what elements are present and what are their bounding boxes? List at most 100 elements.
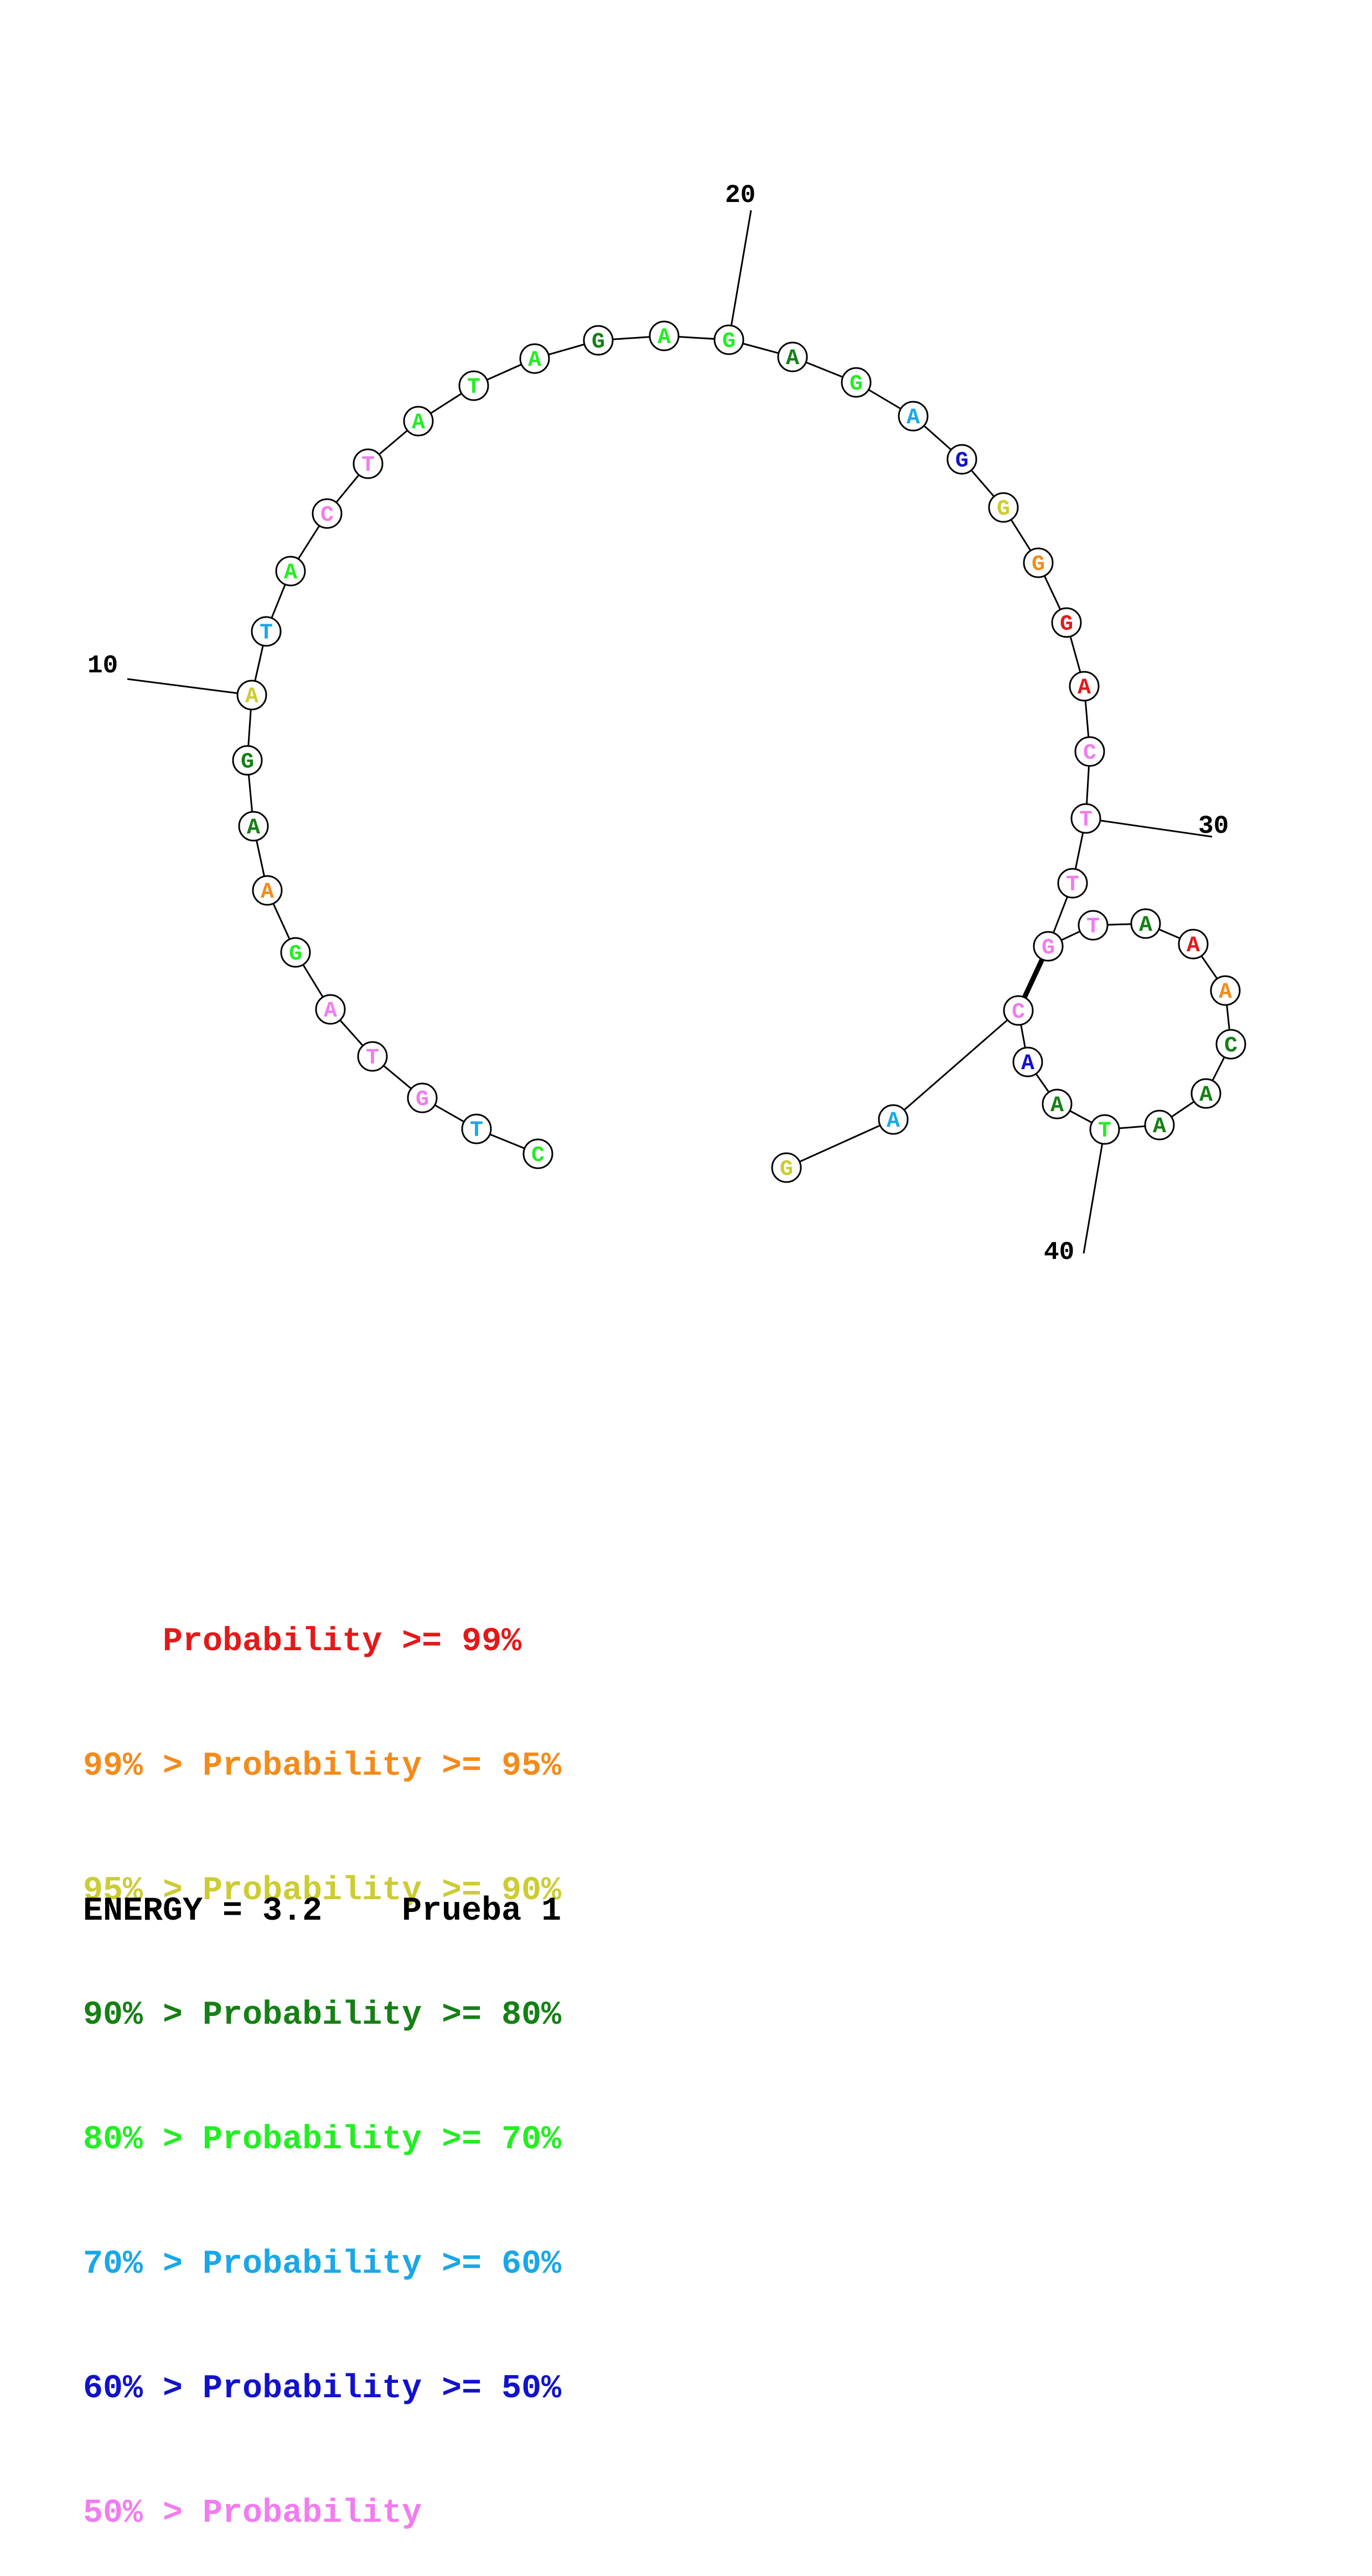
nucleotide-base: A <box>245 685 258 709</box>
nucleotide-base: A <box>1050 1093 1064 1118</box>
nucleotide-45: G <box>771 1152 802 1183</box>
nucleotide-circle <box>1070 803 1101 834</box>
nucleotide-base: A <box>1139 913 1152 938</box>
legend-row-95: 99% > Probability >= 95% <box>83 1746 561 1787</box>
nucleotide-circle <box>407 1082 438 1113</box>
nucleotide-circle <box>777 341 808 372</box>
nucleotide-circle <box>1003 995 1034 1026</box>
nucleotide-34: A <box>1130 908 1161 939</box>
nucleotide-33: T <box>1078 910 1109 941</box>
structure-name: Prueba 1 <box>402 1893 562 1930</box>
nucleotide-30: T <box>1070 803 1101 834</box>
nucleotide-4: T <box>357 1041 388 1072</box>
number-tick-40 <box>1083 1129 1106 1254</box>
legend-text: Probability >= 50% <box>203 2370 562 2408</box>
number-tick-30 <box>1085 817 1213 838</box>
nucleotide-base: A <box>528 348 541 373</box>
nucleotide-16: T <box>458 370 489 401</box>
legend-prefix: 50% > <box>83 2495 203 2532</box>
nucleotide-circle <box>1042 1089 1073 1119</box>
nucleotide-circle <box>1144 1110 1175 1141</box>
nucleotide-circle <box>713 324 744 355</box>
nucleotide-base: T <box>1066 873 1079 898</box>
nucleotide-base: A <box>907 406 920 431</box>
nucleotide-base: A <box>1219 980 1232 1005</box>
nucleotide-circle <box>252 875 283 906</box>
number-tick-10 <box>127 678 252 696</box>
nucleotide-base: G <box>1032 552 1045 577</box>
nucleotide-circle <box>353 448 384 479</box>
nucleotide-14: T <box>353 448 384 479</box>
nucleotide-base: C <box>320 503 334 528</box>
nucleotide-base: A <box>284 561 297 585</box>
nucleotide-base: G <box>722 329 736 354</box>
legend-row-99: Probability >= 99% <box>83 1621 561 1663</box>
nucleotide-36: A <box>1210 975 1241 1006</box>
nucleotide-43: C <box>1003 995 1034 1026</box>
nucleotide-base: A <box>887 1109 900 1134</box>
nucleotide-circle <box>275 556 306 587</box>
backbone-bond <box>893 1009 1019 1121</box>
nucleotide-base: T <box>1086 915 1100 940</box>
nucleotide-base: T <box>361 453 375 478</box>
nucleotide-circle <box>898 401 929 432</box>
nucleotide-31: T <box>1057 868 1088 899</box>
nucleotide-29: C <box>1074 736 1105 767</box>
position-number-30: 30 <box>1198 812 1229 841</box>
nucleotide-base: G <box>289 942 302 967</box>
nucleotide-base: C <box>1083 741 1096 766</box>
nucleotide-circle <box>1074 736 1105 767</box>
legend-row-50: 60% > Probability >= 50% <box>83 2368 561 2410</box>
nucleotide-19: A <box>649 320 680 351</box>
nucleotide-17: A <box>519 343 550 374</box>
nucleotide-21: A <box>777 341 808 372</box>
nucleotide-18: G <box>583 325 614 356</box>
nucleotide-base: T <box>366 1046 379 1071</box>
nucleotide-base: T <box>467 375 480 400</box>
number-ticks <box>127 210 1213 1254</box>
legend-prefix: 95% > <box>83 1872 203 1910</box>
nucleotide-base: G <box>1060 612 1073 637</box>
nucleotide-circle <box>280 937 311 968</box>
nucleotide-circle <box>841 367 872 398</box>
legend-text: Probability >= 90% <box>203 1872 562 1910</box>
nucleotide-39: A <box>1144 1110 1175 1141</box>
nucleotide-circle <box>583 325 614 356</box>
nucleotide-circle <box>522 1138 553 1169</box>
nucleotide-base: A <box>1187 934 1200 958</box>
nucleotide-circle <box>1210 975 1241 1006</box>
nucleotide-26: G <box>1023 547 1054 578</box>
nucleotide-circle <box>251 616 282 647</box>
legend-row-60: 70% > Probability >= 60% <box>83 2244 561 2285</box>
position-number-20: 20 <box>725 181 755 210</box>
nucleotide-base: A <box>657 325 671 350</box>
nucleotide-12: A <box>275 556 306 587</box>
nucleotide-base: G <box>850 372 863 397</box>
nucleotide-circle <box>1178 929 1209 960</box>
nucleotide-circle <box>1051 607 1082 638</box>
nucleotide-circle <box>946 444 977 475</box>
nucleotide-base: A <box>261 880 274 905</box>
nucleotide-35: A <box>1178 929 1209 960</box>
nucleotide-base: C <box>1012 1000 1025 1025</box>
nucleotide-7: A <box>252 875 283 906</box>
nucleotide-circle <box>1190 1078 1221 1109</box>
legend-text: Probability <box>203 2495 422 2532</box>
nucleotide-base: G <box>997 497 1010 522</box>
nucleotide-circle <box>458 370 489 401</box>
legend-row-90: 95% > Probability >= 90% <box>83 1870 561 1912</box>
nucleotide-base: G <box>592 330 605 355</box>
nucleotide-circle <box>1023 547 1054 578</box>
nucleotide-2: T <box>461 1113 492 1144</box>
legend-prefix: 99% > <box>83 1748 203 1785</box>
legend-row-70: 80% > Probability >= 70% <box>83 2119 561 2161</box>
nucleotide-41: A <box>1042 1089 1073 1119</box>
nucleotide-circle <box>357 1041 388 1072</box>
nucleotide-circle <box>1057 868 1088 899</box>
nucleotide-base: A <box>412 411 425 436</box>
nucleotide-28: A <box>1069 671 1100 702</box>
nucleotide-circle <box>771 1152 802 1183</box>
nucleotide-38: A <box>1190 1078 1221 1109</box>
nucleotide-base: G <box>955 449 969 474</box>
